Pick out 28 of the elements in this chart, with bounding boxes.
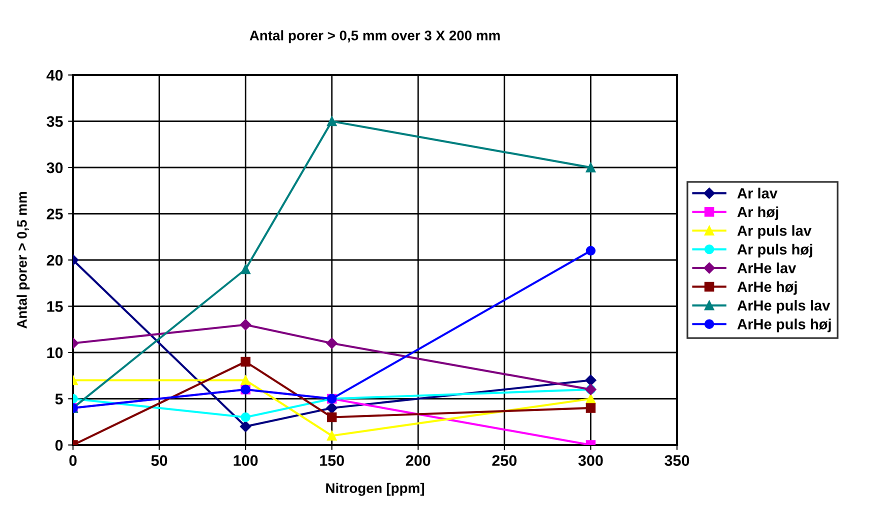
x-tick-label: 0 [69,455,77,466]
x-tick-label: 350 [664,455,690,466]
x-tick-label: 50 [151,455,168,466]
y-tick-label: 10 [47,347,63,358]
y-tick-label: 15 [47,301,63,312]
x-tick-label: 150 [320,455,344,466]
y-tick-label: 30 [46,162,63,174]
y-tick-label: 25 [46,208,63,220]
x-axis-title: Nitrogen [ppm] [326,482,424,496]
chart-title: Antal porer > 0,5 mm over 3 X 200 mm [250,30,500,44]
legend-label: Ar puls lav [737,225,812,239]
x-tick-label: 250 [492,455,517,466]
legend-label: ArHe lav [737,262,796,274]
y-tick-label: 5 [55,394,63,404]
legend-label: Ar puls høj [737,244,812,258]
y-axis-title: Antal porer > 0,5 mm [16,192,30,329]
y-tick-label: 0 [55,440,63,451]
x-tick-label: 300 [578,455,603,466]
y-tick-label: 20 [46,254,63,266]
legend-label: ArHe puls lav [737,300,830,314]
legend-label: Ar lav [737,188,778,198]
legend-label: Ar høj [737,206,778,220]
legend-label: ArHe høj [737,281,797,295]
x-tick-label: 100 [234,455,258,466]
y-tick-label: 40 [46,70,63,81]
legend-label: ArHe puls høj [737,318,831,332]
y-tick-label: 35 [46,116,63,127]
x-tick-label: 200 [406,455,430,466]
